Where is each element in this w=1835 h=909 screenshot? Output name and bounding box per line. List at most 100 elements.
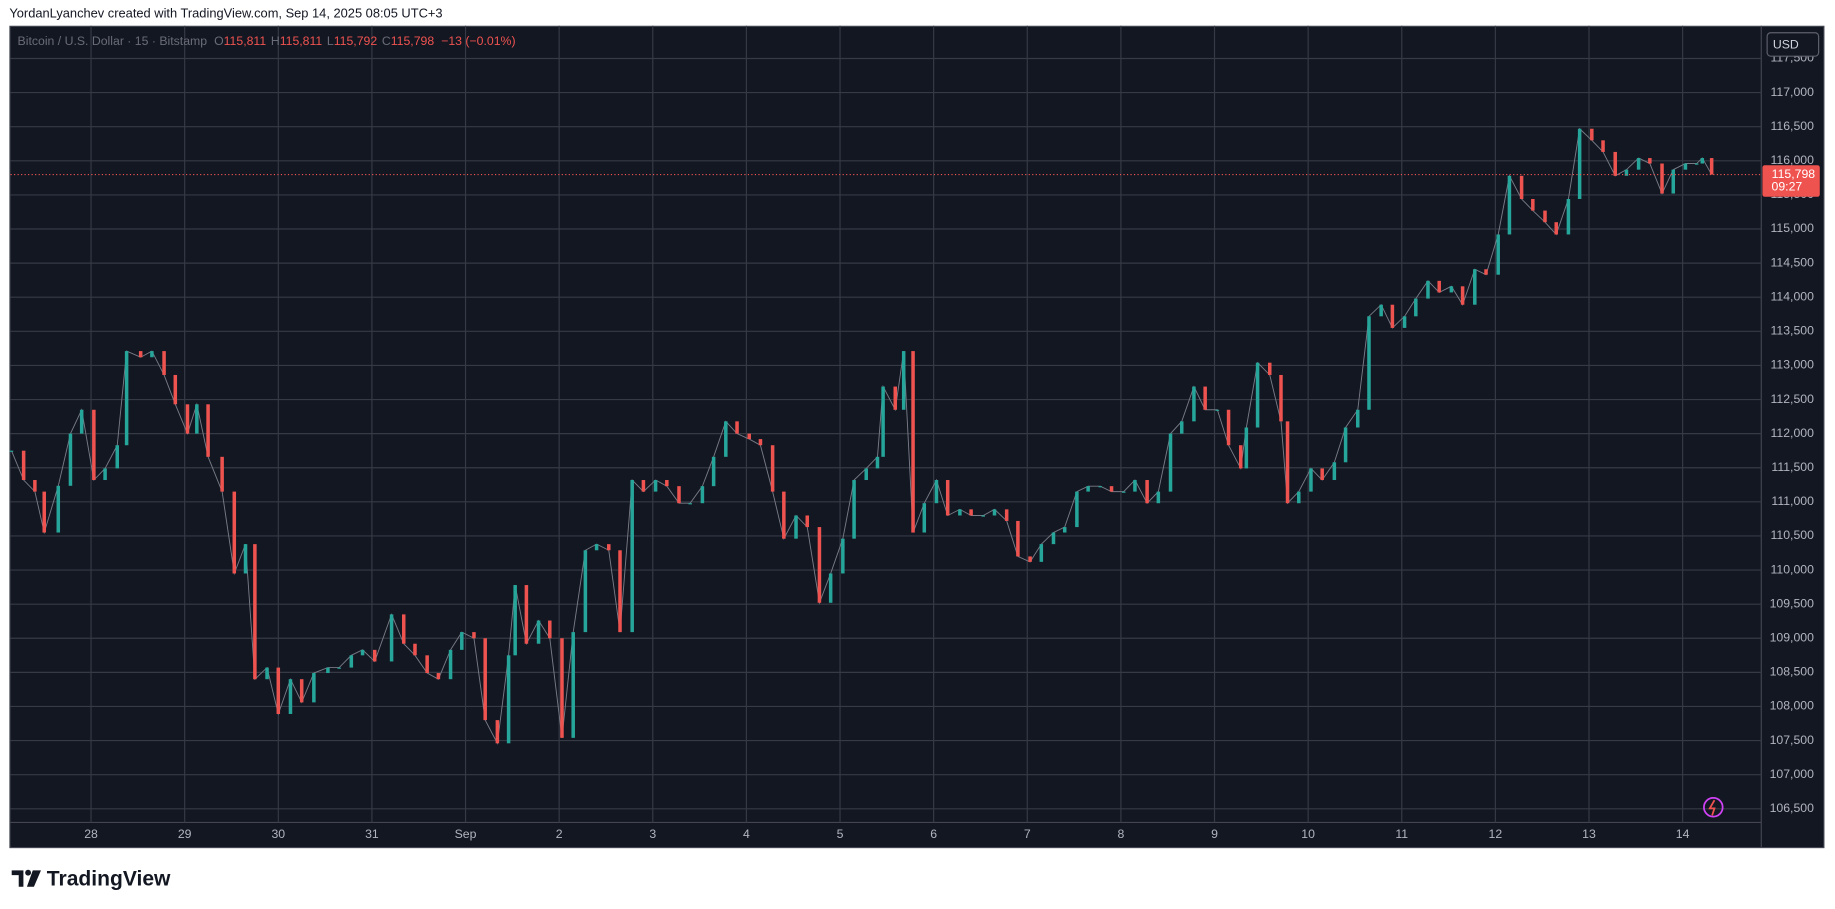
legend-key: L [327, 34, 334, 48]
price-bar [724, 421, 728, 457]
price-bar [828, 573, 833, 603]
price-bar [243, 544, 248, 574]
price-bar [1098, 486, 1103, 488]
price-bar [1390, 304, 1395, 328]
x-tick-label: 13 [1582, 827, 1596, 841]
price-bar [33, 480, 37, 492]
price-bar [981, 515, 986, 517]
assistant-icon[interactable] [1703, 796, 1724, 818]
logo-shape [11, 870, 24, 887]
price-bar [299, 679, 304, 703]
price-bar [1192, 386, 1196, 422]
brand-logo: TradingView [11, 867, 171, 890]
labels: 106,500 107,000 107,500 108,000 108,500 109,0… [84, 51, 1820, 841]
price-bar [1285, 421, 1290, 504]
price-bar [665, 480, 669, 487]
price-bar [1062, 527, 1067, 533]
price-bar [360, 649, 365, 656]
price-bar [747, 433, 751, 440]
price-bar [875, 456, 880, 469]
y-tick-label: 107,000 [1770, 767, 1815, 781]
price-bar [1086, 486, 1090, 492]
price-bar [312, 673, 316, 703]
legend-value: 115,811 [280, 34, 323, 48]
y-tick-label: 111,500 [1771, 460, 1814, 474]
price-bar [326, 667, 330, 674]
price-bar [1168, 433, 1173, 492]
price-bar [1566, 198, 1571, 235]
x-tick-label: 12 [1489, 827, 1503, 841]
y-tick-label: 106,500 [1770, 801, 1815, 815]
price-bar [1379, 304, 1383, 317]
price-bar [1671, 169, 1676, 194]
price-bar [864, 468, 868, 481]
header-text: YordanLyanchev created with TradingView.… [9, 5, 442, 20]
price-bar [103, 468, 107, 481]
y-tick-label: 108,000 [1770, 699, 1815, 713]
price-bar [1613, 151, 1617, 176]
price-bar [653, 480, 658, 492]
price-bar [1332, 462, 1337, 481]
price-bar [571, 632, 575, 738]
price-bar [1145, 480, 1149, 504]
price-bar [472, 632, 476, 639]
price-bar [1700, 158, 1705, 164]
price-bar [700, 486, 705, 504]
price-bar [56, 485, 61, 533]
y-tick-label: 109,000 [1770, 631, 1815, 645]
price-bar [735, 421, 739, 434]
price-bar [349, 655, 354, 668]
price-bar [852, 480, 856, 539]
price-bar [79, 409, 84, 434]
y-tick-label: 110,000 [1770, 562, 1814, 576]
price-bar [1554, 222, 1558, 235]
grid [10, 25, 1762, 823]
price-bar [1179, 421, 1184, 434]
price-bar [922, 503, 927, 533]
x-tick-label: 5 [837, 827, 844, 841]
price-bar [901, 351, 906, 410]
price-bar [1543, 210, 1547, 223]
price-bar [389, 614, 394, 662]
price-bar [1484, 269, 1488, 275]
price-bar [1414, 298, 1418, 317]
price-bar [1238, 445, 1243, 469]
price-bar [1320, 468, 1324, 481]
price-bar [413, 643, 417, 656]
price-bar [1449, 286, 1454, 293]
price-bar [1577, 128, 1582, 199]
price-bar [401, 614, 406, 644]
price-bar [1496, 234, 1500, 275]
price-bar [253, 544, 257, 680]
chart-background [9, 25, 1825, 849]
price-bar [372, 649, 377, 662]
x-tick-label: 4 [743, 827, 750, 841]
price-bar [1133, 480, 1137, 492]
price-bar [524, 585, 529, 644]
price-bar [958, 509, 962, 516]
currency[interactable]: USD [1773, 37, 1799, 51]
price-bar [1215, 409, 1220, 411]
price-bar [1507, 175, 1512, 235]
price-bar [1267, 362, 1272, 375]
legend-value: 115,792 [334, 34, 378, 48]
price-bar [1367, 316, 1371, 410]
price-bar [677, 486, 681, 504]
price-bar [513, 585, 517, 656]
y-tick-label: 112,000 [1770, 426, 1814, 440]
price-bar [448, 649, 453, 680]
price-bar [911, 351, 915, 533]
y-tick-label: 114,500 [1770, 255, 1814, 269]
legend-change: −13 (−0.01%) [441, 34, 515, 48]
price-bar [1519, 175, 1524, 199]
price-bar [1004, 509, 1009, 521]
price-bar [436, 673, 441, 680]
price-bar [794, 515, 798, 539]
brand-name: TradingView [47, 867, 171, 890]
price-bar [42, 491, 46, 533]
currency-box[interactable] [1766, 32, 1820, 57]
price-bar [276, 667, 281, 714]
price-bar [1051, 532, 1056, 545]
price-bar [9, 450, 14, 452]
